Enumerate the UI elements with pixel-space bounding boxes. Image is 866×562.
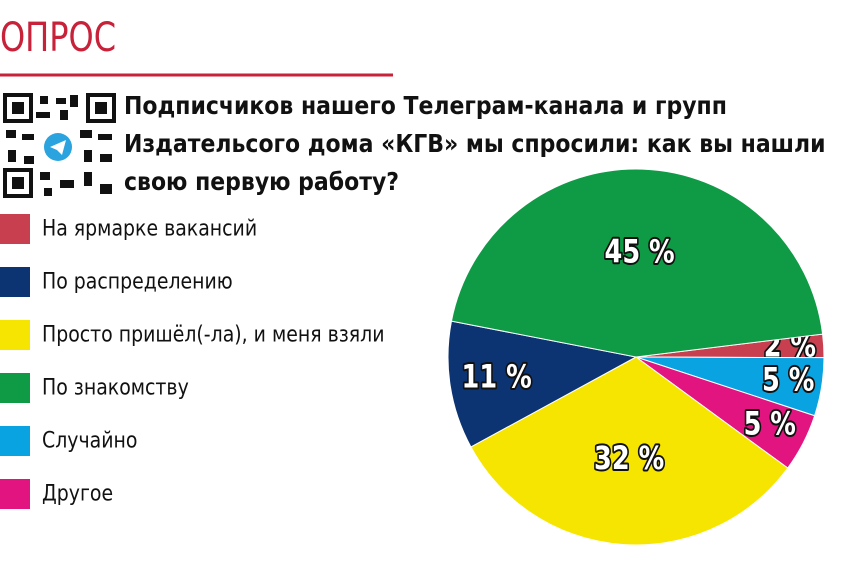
legend: На ярмарке вакансий По распределению Прост… bbox=[0, 214, 385, 509]
question-line: Издательсого дома «КГВ» мы спросили: как… bbox=[124, 129, 826, 159]
legend-label: На ярмарке вакансий bbox=[42, 215, 257, 241]
legend-label: Другое bbox=[42, 480, 113, 506]
value-label: 11 % bbox=[462, 358, 532, 396]
legend-swatch bbox=[0, 214, 30, 244]
header: ОПРОС bbox=[0, 13, 116, 60]
legend-label: По знакомству bbox=[42, 374, 189, 400]
pie-slice bbox=[447, 320, 638, 448]
qr-code bbox=[3, 93, 116, 198]
question: Подписчиков нашего Телеграм-канала и гру… bbox=[124, 91, 826, 197]
legend-label: Просто пришёл(-ла), и меня взяли bbox=[42, 321, 385, 347]
value-label: 5 % bbox=[762, 361, 814, 399]
value-label: 32 % bbox=[594, 439, 664, 477]
pie: 2 %5 %5 %32 %11 %45 % bbox=[447, 168, 825, 546]
question-line: Подписчиков нашего Телеграм-канала и гру… bbox=[124, 91, 727, 121]
legend-label: По распределению bbox=[42, 268, 233, 294]
legend-swatch bbox=[0, 267, 30, 297]
legend-swatch bbox=[0, 479, 30, 509]
question-line: свою первую работу? bbox=[124, 167, 399, 197]
legend-swatch bbox=[0, 426, 30, 456]
legend-label: Случайно bbox=[42, 427, 137, 453]
value-label: 5 % bbox=[744, 405, 796, 443]
value-label: 45 % bbox=[605, 233, 675, 271]
pie-slice bbox=[450, 168, 824, 358]
legend-swatch bbox=[0, 320, 30, 350]
legend-swatch bbox=[0, 373, 30, 403]
